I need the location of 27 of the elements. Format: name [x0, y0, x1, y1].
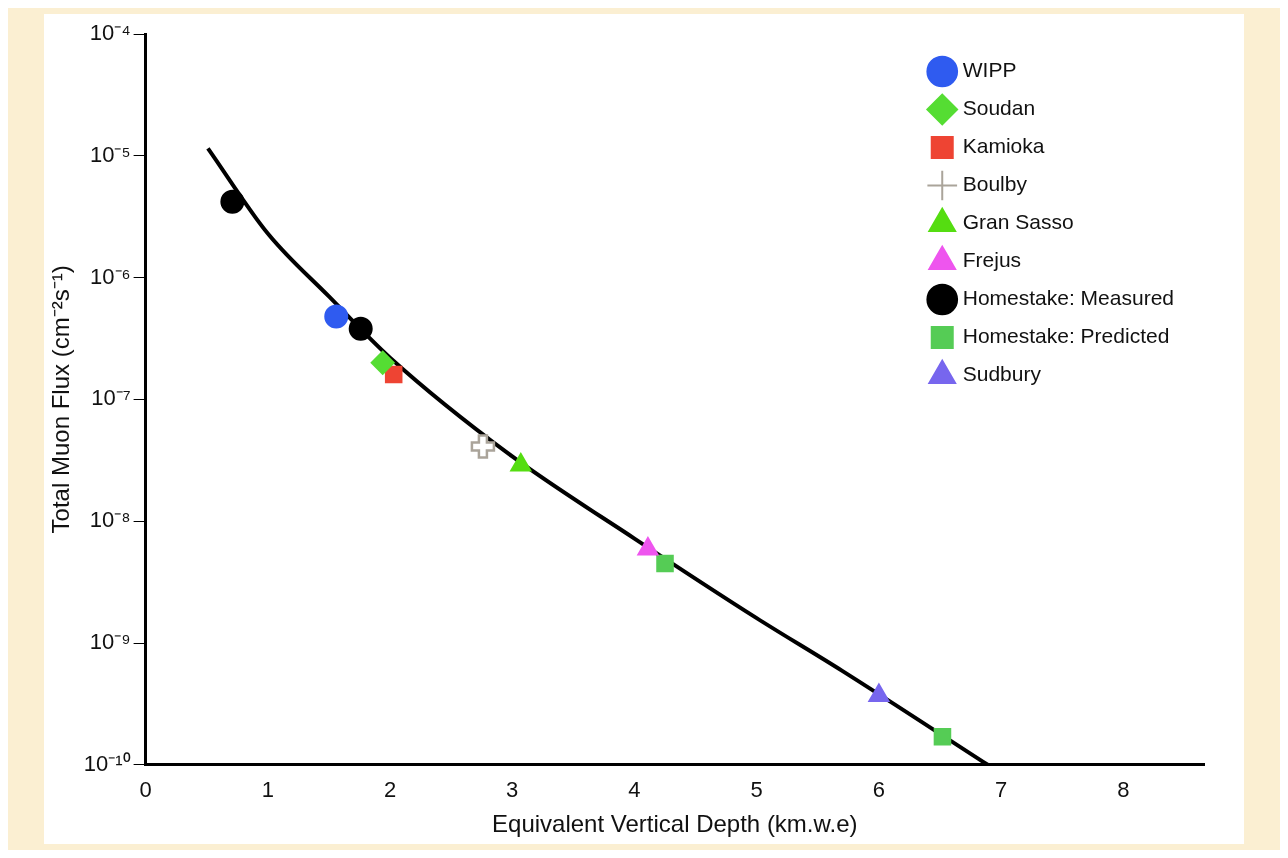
x-tick-label: 1: [261, 777, 274, 803]
y-axis-title: Total Muon Flux (cm⁻²s⁻¹): [47, 265, 75, 534]
y-tick-label: 10⁻⁶: [90, 263, 131, 289]
legend-label: Soudan: [962, 96, 1036, 120]
x-tick-label: 3: [506, 777, 519, 803]
x-axis-title: Equivalent Vertical Depth (km.w.e): [492, 810, 858, 838]
y-tick-label: 10⁻⁸: [89, 507, 131, 533]
x-tick-label: 0: [139, 777, 152, 803]
y-tick-label: 10⁻⁹: [89, 629, 131, 655]
legend-label: Gran Sasso: [962, 210, 1074, 234]
legend-label: WIPP: [962, 58, 1017, 82]
x-tick-label: 4: [628, 777, 641, 803]
legend-label: Kamioka: [962, 134, 1045, 158]
legend-label: Frejus: [962, 248, 1022, 272]
x-tick-label: 6: [872, 777, 886, 803]
x-tick-label: 8: [1117, 777, 1130, 803]
y-tick-label: 10⁻⁷: [91, 385, 131, 411]
legend-label: Homestake: Predicted: [962, 324, 1170, 348]
y-tick-label: 10⁻⁵: [90, 141, 131, 167]
y-tick-label: 10⁻⁴: [89, 20, 131, 46]
legend-label: Boulby: [962, 172, 1028, 196]
legend-label: Sudbury: [962, 362, 1042, 386]
legend-label: Homestake: Measured: [962, 286, 1174, 310]
x-tick-label: 5: [750, 777, 763, 803]
y-tick-label: 10⁻¹⁰: [83, 750, 131, 776]
x-tick-label: 2: [383, 777, 397, 803]
x-tick-label: 7: [994, 777, 1008, 803]
